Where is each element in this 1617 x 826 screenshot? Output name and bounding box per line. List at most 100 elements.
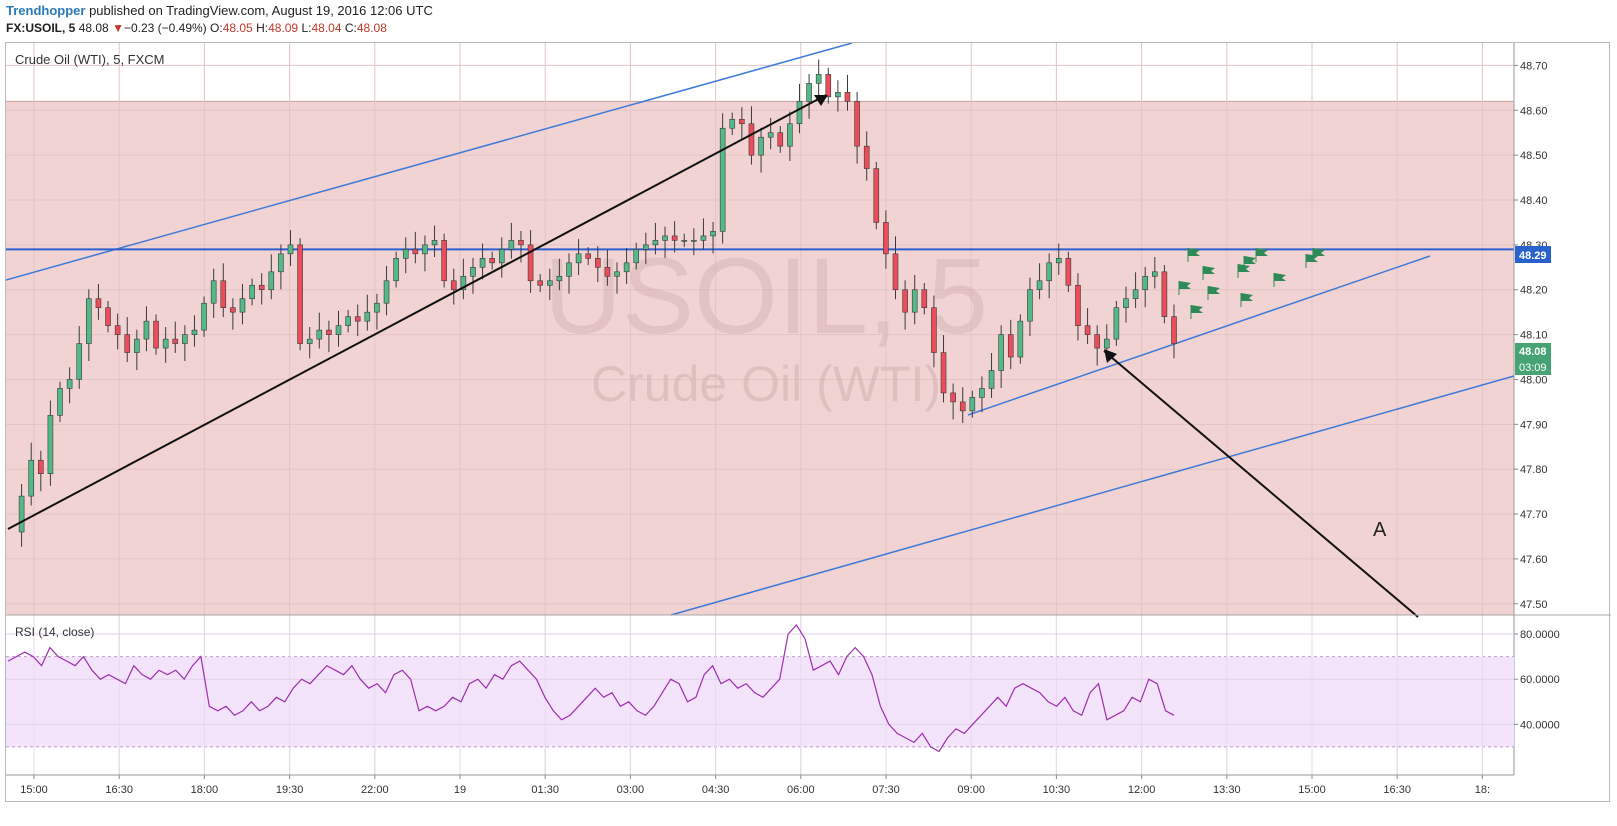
- candle-body[interactable]: [374, 302, 380, 313]
- candle-body[interactable]: [719, 127, 726, 232]
- candle-body[interactable]: [633, 249, 640, 264]
- candle-body[interactable]: [1123, 298, 1129, 308]
- candle-body[interactable]: [412, 249, 419, 255]
- candle-body[interactable]: [863, 145, 870, 169]
- candle-body[interactable]: [1007, 334, 1014, 358]
- candle-body[interactable]: [671, 235, 678, 241]
- candle-body[interactable]: [729, 118, 736, 129]
- candle-body[interactable]: [297, 244, 303, 344]
- candle-body[interactable]: [191, 329, 198, 335]
- candle-body[interactable]: [998, 334, 1004, 371]
- candle-body[interactable]: [959, 401, 966, 412]
- candle-body[interactable]: [86, 298, 92, 344]
- candle-body[interactable]: [950, 392, 956, 403]
- candle-body[interactable]: [566, 262, 572, 277]
- flag-icon[interactable]: [1241, 293, 1253, 301]
- candle-body[interactable]: [979, 388, 985, 398]
- candle-body[interactable]: [527, 244, 534, 282]
- candle-body[interactable]: [1094, 334, 1100, 349]
- candle-body[interactable]: [835, 92, 841, 98]
- candle-body[interactable]: [326, 329, 332, 335]
- candle-body[interactable]: [902, 289, 908, 313]
- candle-body[interactable]: [441, 240, 447, 282]
- rsi-axis[interactable]: 80.0000 60.0000 40.0000: [1514, 629, 1560, 731]
- candle-body[interactable]: [815, 74, 822, 84]
- candle-body[interactable]: [479, 258, 486, 268]
- flag-icon[interactable]: [1244, 256, 1256, 264]
- candle-body[interactable]: [1036, 280, 1043, 291]
- candle-body[interactable]: [614, 271, 620, 277]
- candle-body[interactable]: [595, 258, 601, 268]
- candle-body[interactable]: [921, 289, 928, 308]
- candle-body[interactable]: [508, 240, 515, 250]
- candle-body[interactable]: [287, 244, 294, 255]
- resistance-zone[interactable]: [6, 101, 1514, 616]
- flag-icon[interactable]: [1188, 248, 1200, 256]
- candle-body[interactable]: [105, 307, 111, 326]
- candle-body[interactable]: [460, 275, 467, 291]
- candle-body[interactable]: [1075, 284, 1081, 326]
- candle-body[interactable]: [1142, 275, 1148, 291]
- candle-body[interactable]: [220, 280, 227, 308]
- candle-body[interactable]: [892, 253, 899, 291]
- candle-body[interactable]: [739, 118, 745, 125]
- candle-body[interactable]: [383, 280, 390, 304]
- flag-icon[interactable]: [1203, 266, 1215, 274]
- candle-body[interactable]: [710, 231, 716, 237]
- candle-body[interactable]: [345, 316, 351, 326]
- up-trend-arrow-line[interactable]: [7, 94, 827, 530]
- candle-body[interactable]: [422, 244, 428, 255]
- candle-body[interactable]: [153, 320, 159, 349]
- candle-body[interactable]: [1027, 289, 1033, 322]
- candle-body[interactable]: [777, 132, 784, 147]
- chart-svg[interactable]: USOIL, 5 Crude Oil (WTI) A Crude Oil (WT…: [5, 42, 1611, 803]
- candle-body[interactable]: [1017, 320, 1024, 358]
- candle-body[interactable]: [249, 284, 255, 300]
- candle-body[interactable]: [210, 280, 217, 304]
- candle-body[interactable]: [796, 101, 803, 125]
- candle-body[interactable]: [623, 262, 630, 273]
- flag-icon[interactable]: [1208, 286, 1220, 294]
- candle-body[interactable]: [38, 459, 44, 474]
- candle-body[interactable]: [604, 267, 611, 277]
- candle-body[interactable]: [1132, 289, 1139, 300]
- candle-body[interactable]: [691, 240, 697, 242]
- flag-icon[interactable]: [1313, 248, 1325, 256]
- candle-body[interactable]: [700, 235, 707, 241]
- candle-body[interactable]: [1171, 316, 1177, 344]
- flag-icon[interactable]: [1238, 264, 1250, 272]
- candle-body[interactable]: [748, 123, 755, 156]
- flag-icon[interactable]: [1179, 281, 1191, 289]
- candle-body[interactable]: [575, 253, 582, 264]
- candle-body[interactable]: [201, 302, 207, 331]
- candle-body[interactable]: [28, 459, 35, 497]
- candle-body[interactable]: [450, 280, 457, 291]
- candle-body[interactable]: [306, 338, 313, 344]
- price-axis[interactable]: 48.7048.6048.5048.4048.3048.2048.1048.00…: [1514, 60, 1548, 611]
- candle-body[interactable]: [537, 280, 543, 286]
- candle-body[interactable]: [883, 222, 889, 255]
- candle-body[interactable]: [316, 329, 323, 340]
- candle-body[interactable]: [278, 253, 284, 273]
- candle-body[interactable]: [681, 240, 688, 242]
- candle-body[interactable]: [844, 92, 851, 102]
- candle-body[interactable]: [66, 379, 73, 389]
- candle-body[interactable]: [806, 83, 812, 102]
- candle-body[interactable]: [940, 352, 947, 394]
- flag-icon[interactable]: [1256, 248, 1268, 256]
- candle-body[interactable]: [402, 249, 409, 259]
- candle-body[interactable]: [95, 298, 102, 308]
- lower-channel-line[interactable]: [670, 375, 1515, 616]
- candle-body[interactable]: [758, 136, 764, 156]
- candle-body[interactable]: [114, 325, 121, 335]
- candle-body[interactable]: [268, 271, 275, 291]
- candle-body[interactable]: [134, 338, 140, 353]
- candle-body[interactable]: [335, 325, 342, 335]
- candle-body[interactable]: [393, 258, 399, 282]
- flag-icon[interactable]: [1274, 273, 1286, 281]
- candle-body[interactable]: [1046, 262, 1052, 282]
- candle-body[interactable]: [643, 244, 649, 250]
- candle-body[interactable]: [47, 415, 54, 474]
- candle-body[interactable]: [1161, 271, 1168, 317]
- candle-body[interactable]: [518, 240, 524, 246]
